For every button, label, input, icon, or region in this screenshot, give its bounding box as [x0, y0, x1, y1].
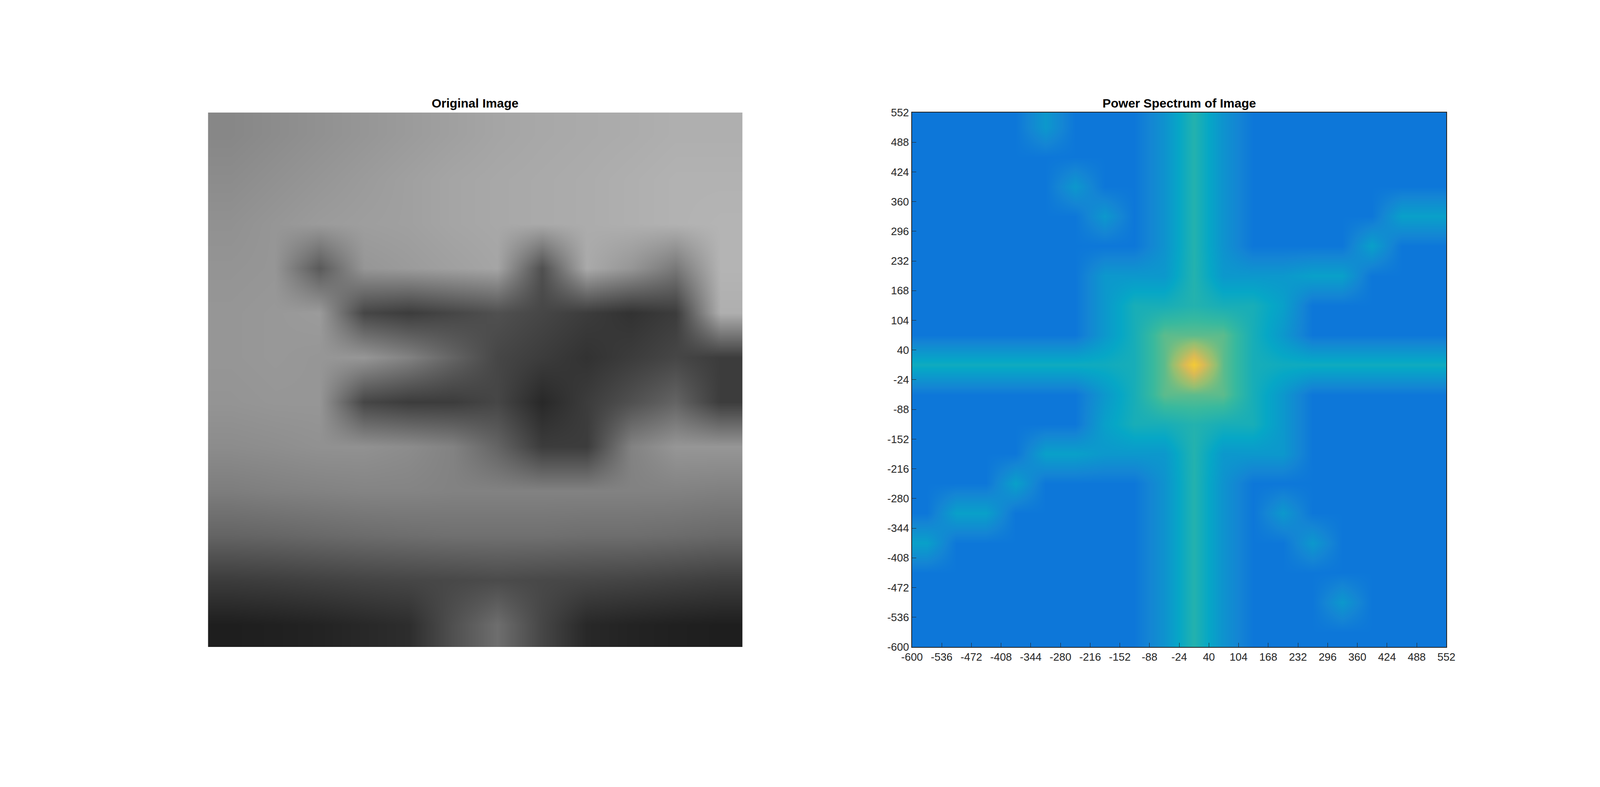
svg-text:Power Spectrum of Image: Power Spectrum of Image — [1102, 96, 1256, 110]
svg-text:-344: -344 — [887, 521, 910, 535]
svg-text:-536: -536 — [887, 610, 910, 624]
svg-text:360: 360 — [890, 195, 909, 208]
svg-text:-344: -344 — [1020, 650, 1042, 663]
svg-text:Original Image: Original Image — [431, 96, 519, 110]
svg-text:104: 104 — [890, 314, 909, 327]
svg-text:488: 488 — [890, 135, 909, 149]
svg-text:168: 168 — [1259, 650, 1278, 663]
svg-text:-280: -280 — [1049, 650, 1072, 663]
svg-text:-152: -152 — [887, 432, 910, 446]
svg-text:-536: -536 — [930, 650, 953, 663]
svg-text:-408: -408 — [990, 650, 1013, 663]
svg-text:424: 424 — [890, 165, 909, 179]
svg-text:-216: -216 — [887, 462, 910, 475]
svg-text:-88: -88 — [893, 402, 910, 416]
svg-text:-600: -600 — [887, 640, 910, 653]
svg-text:552: 552 — [890, 106, 909, 119]
svg-text:104: 104 — [1229, 650, 1248, 663]
svg-text:-88: -88 — [1141, 650, 1158, 663]
svg-text:-408: -408 — [887, 551, 910, 564]
svg-text:-600: -600 — [901, 650, 923, 663]
svg-text:-24: -24 — [1171, 650, 1188, 663]
svg-text:296: 296 — [1318, 650, 1337, 663]
svg-text:-472: -472 — [960, 650, 983, 663]
svg-text:40: 40 — [897, 343, 910, 357]
svg-text:40: 40 — [1202, 650, 1215, 663]
svg-text:424: 424 — [1377, 650, 1396, 663]
svg-text:552: 552 — [1437, 650, 1456, 663]
svg-text:-472: -472 — [887, 581, 910, 594]
svg-text:168: 168 — [890, 284, 909, 297]
svg-text:-152: -152 — [1109, 650, 1131, 663]
svg-text:488: 488 — [1407, 650, 1426, 663]
svg-text:360: 360 — [1348, 650, 1367, 663]
svg-text:296: 296 — [890, 225, 909, 238]
svg-text:-24: -24 — [893, 373, 910, 386]
svg-text:-216: -216 — [1079, 650, 1101, 663]
svg-text:232: 232 — [890, 254, 909, 268]
svg-text:-280: -280 — [887, 492, 910, 505]
svg-text:232: 232 — [1288, 650, 1307, 663]
